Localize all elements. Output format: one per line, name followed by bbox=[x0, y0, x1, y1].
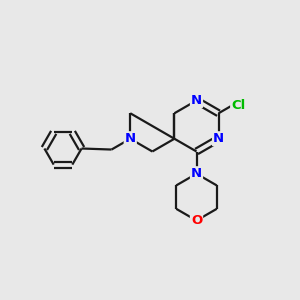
Text: N: N bbox=[191, 167, 202, 180]
Text: O: O bbox=[191, 214, 202, 227]
Text: Cl: Cl bbox=[231, 98, 245, 112]
Text: N: N bbox=[125, 132, 136, 145]
Text: N: N bbox=[213, 132, 224, 145]
Text: N: N bbox=[191, 94, 202, 107]
